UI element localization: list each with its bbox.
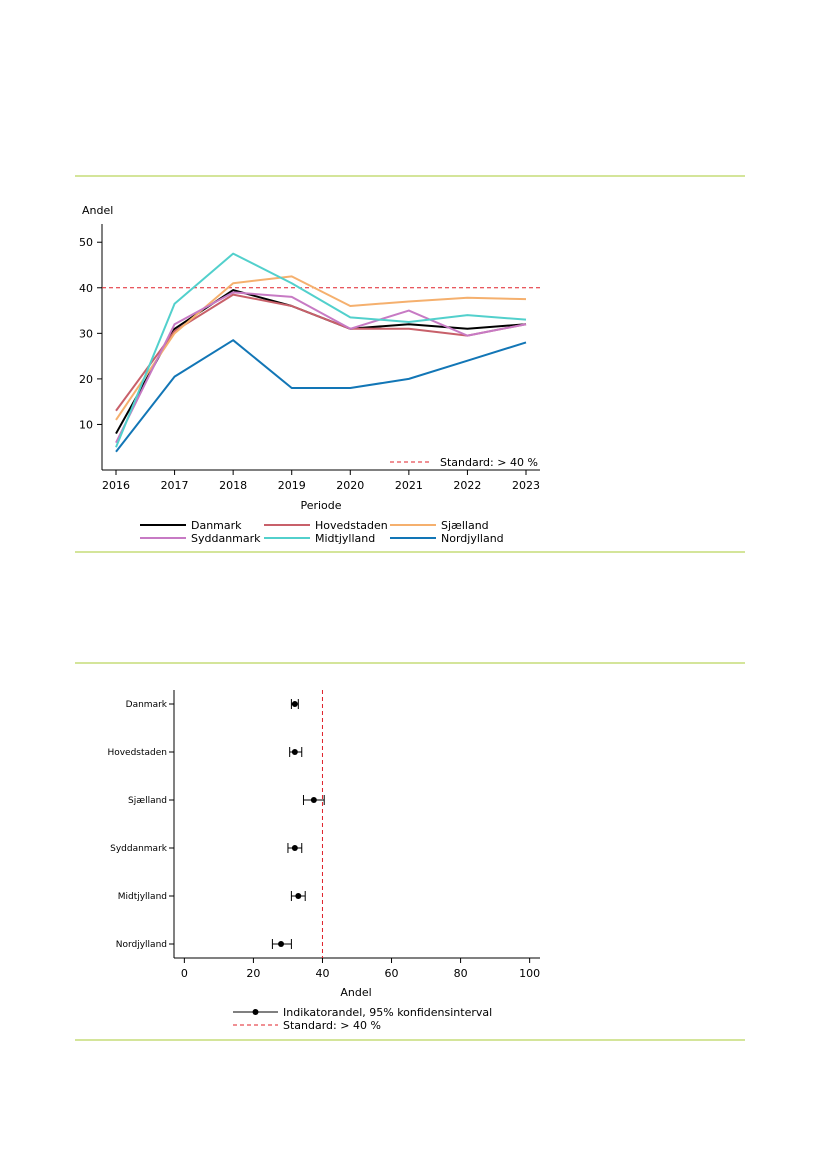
- legend-label-hovedstaden: Hovedstaden: [315, 519, 388, 532]
- x-tick-label: 2021: [395, 479, 423, 492]
- x-tick-label: 2022: [453, 479, 481, 492]
- legend-standard-label: Standard: > 40 %: [440, 456, 538, 469]
- legend-label-syddanmark: Syddanmark: [191, 532, 261, 545]
- section-rule-4: [75, 1039, 745, 1041]
- y-tick-label: 10: [79, 418, 93, 431]
- x-tick-label: 2019: [278, 479, 306, 492]
- x-tick-label: 2017: [161, 479, 189, 492]
- x-tick-label: 2020: [336, 479, 364, 492]
- legend-label-sjælland: Sjælland: [441, 519, 489, 532]
- y-tick-label: 40: [79, 282, 93, 295]
- series-line-sjælland: [115, 275, 527, 421]
- series-line-syddanmark: [115, 291, 527, 444]
- x-tick-label: 2018: [219, 479, 247, 492]
- x-tick-label: 2023: [512, 479, 540, 492]
- y-tick-label: 50: [79, 236, 93, 249]
- y-axis-label: Andel: [82, 204, 113, 217]
- section-rule-1: [75, 175, 745, 177]
- y-tick-label: 30: [79, 327, 93, 340]
- series-line-midtjylland: [115, 252, 527, 448]
- legend-label-danmark: Danmark: [191, 519, 242, 532]
- x-tick-label: 2016: [102, 479, 130, 492]
- x-axis-label: Periode: [300, 499, 341, 512]
- legend-label-nordjylland: Nordjylland: [441, 532, 504, 545]
- series-line-nordjylland: [115, 339, 527, 453]
- section-rule-2: [75, 551, 745, 553]
- section-rule-3: [75, 662, 745, 664]
- y-tick-label: 20: [79, 373, 93, 386]
- legend-label-midtjylland: Midtjylland: [315, 532, 375, 545]
